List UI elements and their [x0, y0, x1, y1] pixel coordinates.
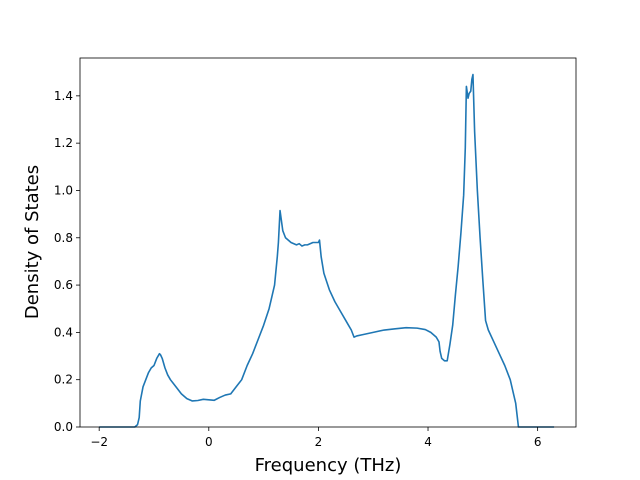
y-tick-label: 1.0	[54, 183, 73, 197]
y-axis: 0.0 0.2 0.4 0.6 0.8 1.0 1.2 1.4	[54, 89, 80, 434]
y-tick-label: 1.2	[54, 136, 73, 150]
y-tick-label: 0.8	[54, 231, 73, 245]
x-tick-label: 0	[205, 435, 213, 449]
dos-series-line-0	[99, 73, 555, 428]
x-tick-label: 4	[424, 435, 432, 449]
y-axis-label: Density of States	[22, 165, 43, 319]
y-tick-label: 0.6	[54, 278, 73, 292]
y-tick-label: 0.0	[54, 420, 73, 434]
x-tick-label: 6	[534, 435, 542, 449]
x-axis: −2 0 2 4 6	[90, 427, 541, 449]
plot-frame	[79, 57, 577, 428]
x-tick-label: −2	[90, 435, 108, 449]
y-tick-label: 0.4	[54, 325, 73, 339]
x-axis-label: Frequency (THz)	[255, 455, 402, 476]
y-tick-label: 1.4	[54, 89, 73, 103]
y-tick-label: 0.2	[54, 373, 73, 387]
series-layer	[99, 73, 555, 428]
x-tick-label: 2	[315, 435, 323, 449]
